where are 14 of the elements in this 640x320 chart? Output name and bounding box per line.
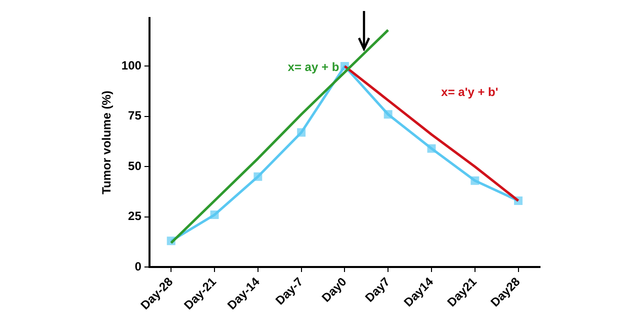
point: [297, 128, 306, 137]
point: [384, 110, 392, 119]
y-axis-title: Tumor volume (%): [100, 90, 114, 194]
y-tick-label: 100: [121, 58, 142, 73]
point: [210, 210, 219, 220]
y-tick-label: 0: [134, 259, 142, 274]
point: [254, 172, 262, 181]
y-tick-label: 25: [128, 209, 142, 224]
annotation: x= a'y + b': [441, 85, 498, 100]
point: [427, 144, 436, 153]
y-tick-label: 50: [128, 158, 142, 173]
point: [470, 176, 480, 185]
annotation: x= ay + b: [288, 60, 340, 74]
y-tick-label: 75: [128, 108, 142, 123]
